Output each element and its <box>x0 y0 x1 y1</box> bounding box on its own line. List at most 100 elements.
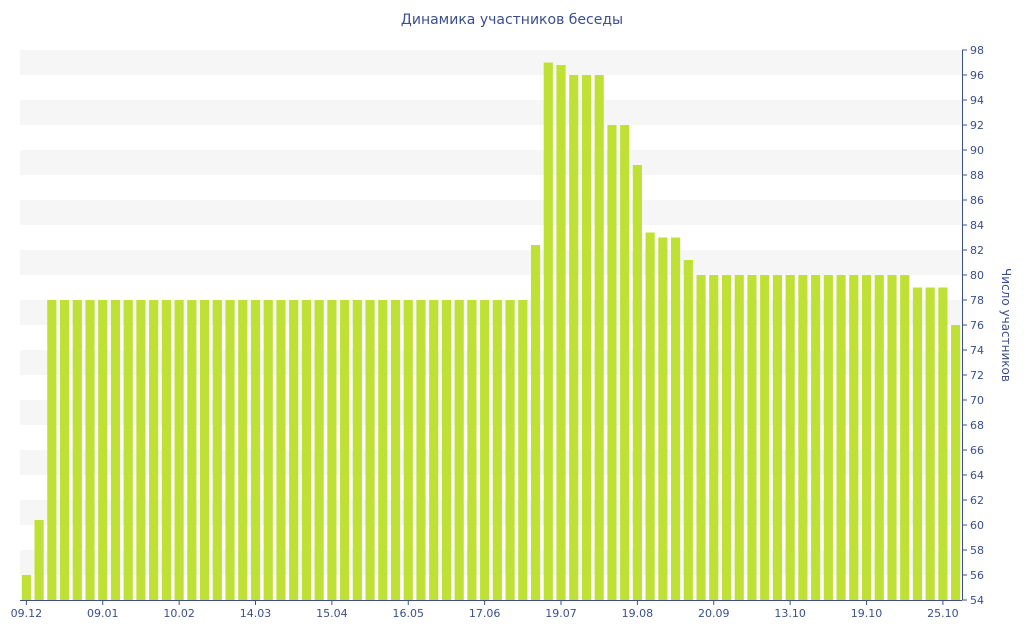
bar[interactable] <box>47 300 57 600</box>
bar[interactable] <box>632 165 642 600</box>
x-tick-label: 09.12 <box>11 607 43 620</box>
bar[interactable] <box>900 275 910 600</box>
y-axis-label: Число участников <box>999 268 1013 382</box>
bar[interactable] <box>238 300 248 600</box>
bar[interactable] <box>581 75 592 600</box>
bar[interactable] <box>912 287 923 601</box>
bar[interactable] <box>276 300 286 600</box>
bar[interactable] <box>505 300 515 600</box>
bar[interactable] <box>314 300 324 600</box>
bar[interactable] <box>352 300 362 600</box>
bar[interactable] <box>301 300 312 600</box>
bar[interactable] <box>925 287 935 601</box>
bar[interactable] <box>518 300 528 600</box>
bar[interactable] <box>429 300 439 600</box>
bar[interactable] <box>645 232 655 601</box>
bar[interactable] <box>721 275 732 600</box>
bar[interactable] <box>161 300 171 600</box>
bar[interactable] <box>480 300 490 600</box>
bar[interactable] <box>747 275 757 600</box>
bar[interactable] <box>849 275 859 600</box>
bar[interactable] <box>34 520 44 600</box>
bar[interactable] <box>365 300 375 600</box>
bar[interactable] <box>110 300 121 600</box>
bar[interactable] <box>874 275 884 600</box>
bar[interactable] <box>670 237 681 601</box>
bar[interactable] <box>798 275 808 600</box>
y-tick-label: 94 <box>970 94 984 107</box>
bar[interactable] <box>98 300 108 600</box>
bar[interactable] <box>72 300 82 600</box>
grid-band <box>20 500 962 525</box>
bar[interactable] <box>378 300 388 600</box>
grid-bands <box>20 50 962 575</box>
bar[interactable] <box>556 65 566 600</box>
x-tick-label: 19.07 <box>545 607 577 620</box>
bar[interactable] <box>530 245 541 600</box>
y-tick-label: 74 <box>970 344 984 357</box>
bar[interactable] <box>454 300 464 600</box>
bar[interactable] <box>187 300 197 600</box>
bar[interactable] <box>149 300 159 600</box>
x-tick-label: 19.08 <box>622 607 654 620</box>
bar[interactable] <box>340 300 350 600</box>
bar[interactable] <box>594 75 604 600</box>
bars <box>21 62 961 601</box>
y-tick-label: 56 <box>970 569 984 582</box>
bar[interactable] <box>772 275 783 600</box>
bar[interactable] <box>785 275 795 600</box>
y-tick-label: 84 <box>970 219 984 232</box>
y-tick-label: 72 <box>970 369 984 382</box>
bar[interactable] <box>861 275 872 600</box>
x-axis: 09.12 09.01 10.02 14.03 15.04 16.05 17.06 19.07… <box>11 600 962 620</box>
x-tick-label: 19.10 <box>851 607 883 620</box>
bar[interactable] <box>887 275 897 600</box>
bar[interactable] <box>951 325 961 600</box>
y-tick-label: 90 <box>970 144 984 157</box>
bar[interactable] <box>607 125 617 600</box>
bar[interactable] <box>836 275 846 600</box>
y-tick-label: 98 <box>970 44 984 57</box>
bar[interactable] <box>543 62 553 601</box>
bar[interactable] <box>212 300 222 600</box>
grid-band <box>20 300 962 325</box>
bar[interactable] <box>416 300 426 600</box>
bar[interactable] <box>620 125 630 600</box>
y-tick-label: 68 <box>970 419 984 432</box>
chart-title: Динамика участников беседы <box>400 12 624 28</box>
bar[interactable] <box>823 275 833 600</box>
bar[interactable] <box>709 275 719 600</box>
y-tick-label: 60 <box>970 519 984 532</box>
bar[interactable] <box>696 275 706 600</box>
grid-band <box>20 450 962 475</box>
bar[interactable] <box>59 300 70 600</box>
bar[interactable] <box>225 300 235 600</box>
bar[interactable] <box>492 300 502 600</box>
bar[interactable] <box>441 300 452 600</box>
bar[interactable] <box>734 275 744 600</box>
bar[interactable] <box>289 300 299 600</box>
y-tick-label: 66 <box>970 444 984 457</box>
grid-band <box>20 200 962 225</box>
bar[interactable] <box>403 300 413 600</box>
bar[interactable] <box>174 300 184 600</box>
bar[interactable] <box>123 300 133 600</box>
grid-band <box>20 400 962 425</box>
bar[interactable] <box>85 300 95 600</box>
bar[interactable] <box>136 300 146 600</box>
bar[interactable] <box>658 237 668 601</box>
bar[interactable] <box>199 300 210 600</box>
bar[interactable] <box>390 300 401 600</box>
bar[interactable] <box>938 287 948 601</box>
bar[interactable] <box>21 575 31 600</box>
bar[interactable] <box>263 300 273 600</box>
bar[interactable] <box>467 300 477 600</box>
bar[interactable] <box>569 75 579 600</box>
bar[interactable] <box>811 275 821 600</box>
bar[interactable] <box>327 300 337 600</box>
bar[interactable] <box>250 300 261 600</box>
y-tick-label: 62 <box>970 494 984 507</box>
bar[interactable] <box>683 260 693 600</box>
bar[interactable] <box>760 275 770 600</box>
